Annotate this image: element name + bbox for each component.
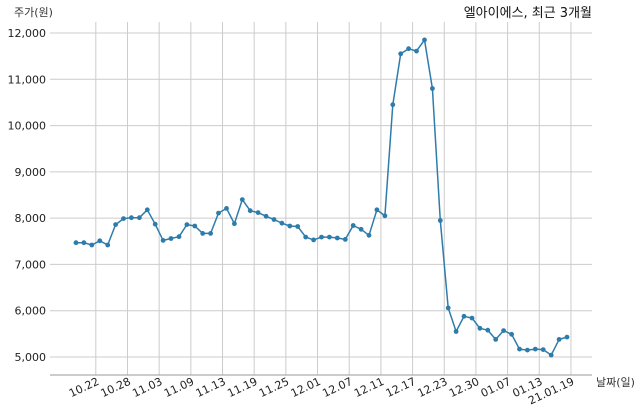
data-point bbox=[216, 210, 221, 216]
data-point bbox=[461, 313, 467, 319]
data-point bbox=[303, 234, 309, 240]
data-point bbox=[224, 206, 229, 211]
data-point bbox=[430, 86, 435, 91]
data-point bbox=[437, 218, 443, 223]
data-point bbox=[453, 329, 459, 334]
data-point bbox=[263, 213, 269, 219]
y-tick-label: 8,000 bbox=[15, 212, 47, 225]
data-point bbox=[493, 337, 499, 342]
data-point bbox=[406, 46, 411, 52]
x-tick-label: 12.30 bbox=[447, 375, 481, 400]
data-point bbox=[350, 223, 356, 228]
data-point bbox=[517, 346, 522, 352]
y-tick-label: 6,000 bbox=[15, 305, 47, 318]
data-point bbox=[247, 208, 253, 214]
data-point bbox=[113, 222, 118, 228]
x-axis-title: 날짜(일) bbox=[596, 375, 635, 389]
data-point bbox=[121, 216, 126, 222]
chart-title: 엘아이에스, 최근 3개월 bbox=[464, 6, 592, 21]
x-tick-label: 11.25 bbox=[257, 375, 291, 400]
x-tick-label: 12.17 bbox=[384, 375, 418, 400]
data-point bbox=[97, 238, 103, 244]
data-point bbox=[208, 231, 214, 236]
x-tick-label: 12.01 bbox=[289, 375, 323, 400]
data-point bbox=[129, 215, 134, 221]
data-point bbox=[279, 220, 285, 226]
y-tick-label: 10,000 bbox=[8, 120, 47, 133]
data-point bbox=[200, 231, 206, 236]
series-line bbox=[76, 39, 568, 356]
data-point bbox=[398, 51, 404, 57]
grid-layer bbox=[50, 22, 592, 375]
data-point bbox=[342, 237, 348, 242]
data-point bbox=[366, 232, 372, 238]
data-point bbox=[311, 237, 316, 243]
data-point bbox=[358, 226, 364, 232]
data-point bbox=[414, 48, 419, 54]
data-point bbox=[255, 210, 261, 216]
data-point bbox=[152, 221, 158, 227]
data-point bbox=[382, 213, 388, 219]
data-point bbox=[469, 315, 475, 321]
data-point bbox=[232, 221, 237, 227]
data-point bbox=[525, 347, 530, 353]
data-point bbox=[160, 238, 166, 243]
data-point bbox=[548, 352, 554, 358]
x-tick-label: 11.09 bbox=[162, 375, 196, 400]
x-tick-label: 12.23 bbox=[415, 375, 449, 400]
data-point bbox=[445, 305, 451, 311]
data-point bbox=[144, 207, 150, 213]
data-point bbox=[295, 224, 301, 229]
data-point bbox=[540, 347, 546, 352]
series-layer bbox=[73, 37, 570, 358]
data-point bbox=[556, 337, 562, 342]
y-tick-label: 9,000 bbox=[15, 166, 47, 179]
x-tick-label: 11.03 bbox=[130, 375, 164, 400]
data-point bbox=[89, 242, 95, 248]
x-tick-label: 10.28 bbox=[99, 375, 133, 400]
x-tick-label: 12.07 bbox=[320, 375, 354, 400]
data-point bbox=[334, 235, 340, 241]
data-point bbox=[105, 242, 111, 248]
data-point bbox=[176, 234, 182, 240]
data-point bbox=[137, 215, 142, 221]
x-tick-label: 10.22 bbox=[67, 375, 101, 400]
y-tick-label: 12,000 bbox=[8, 27, 47, 40]
x-tick-labels: 10.2210.2811.0311.0911.1311.1911.2512.01… bbox=[67, 375, 576, 407]
data-point bbox=[287, 223, 293, 229]
y-tick-label: 7,000 bbox=[15, 258, 47, 271]
data-point bbox=[184, 222, 190, 228]
y-tick-label: 11,000 bbox=[8, 73, 47, 86]
data-point bbox=[168, 236, 174, 241]
data-point bbox=[422, 37, 427, 43]
y-axis-title: 주가(원) bbox=[14, 6, 53, 19]
y-tick-label: 5,000 bbox=[15, 351, 47, 364]
data-point bbox=[532, 346, 538, 352]
x-tick-label: 11.19 bbox=[225, 375, 259, 400]
data-point bbox=[477, 325, 483, 331]
data-point bbox=[192, 223, 198, 229]
x-tick-label: 12.11 bbox=[352, 375, 386, 400]
data-point bbox=[501, 328, 506, 333]
y-tick-labels: 5,000 6,000 7,000 8,000 9,000 10,000 11,000 12,… bbox=[8, 27, 47, 364]
data-point bbox=[509, 331, 514, 337]
data-point bbox=[73, 240, 79, 246]
data-point bbox=[390, 102, 396, 108]
data-point bbox=[564, 334, 570, 340]
data-point bbox=[271, 217, 277, 222]
data-point bbox=[239, 197, 245, 203]
data-point bbox=[81, 240, 87, 246]
data-point bbox=[485, 327, 491, 333]
x-tick-label: 01.07 bbox=[479, 375, 513, 400]
x-tick-label: 11.13 bbox=[194, 375, 228, 400]
data-point bbox=[327, 234, 332, 240]
data-point bbox=[319, 234, 324, 240]
data-point bbox=[374, 207, 380, 213]
